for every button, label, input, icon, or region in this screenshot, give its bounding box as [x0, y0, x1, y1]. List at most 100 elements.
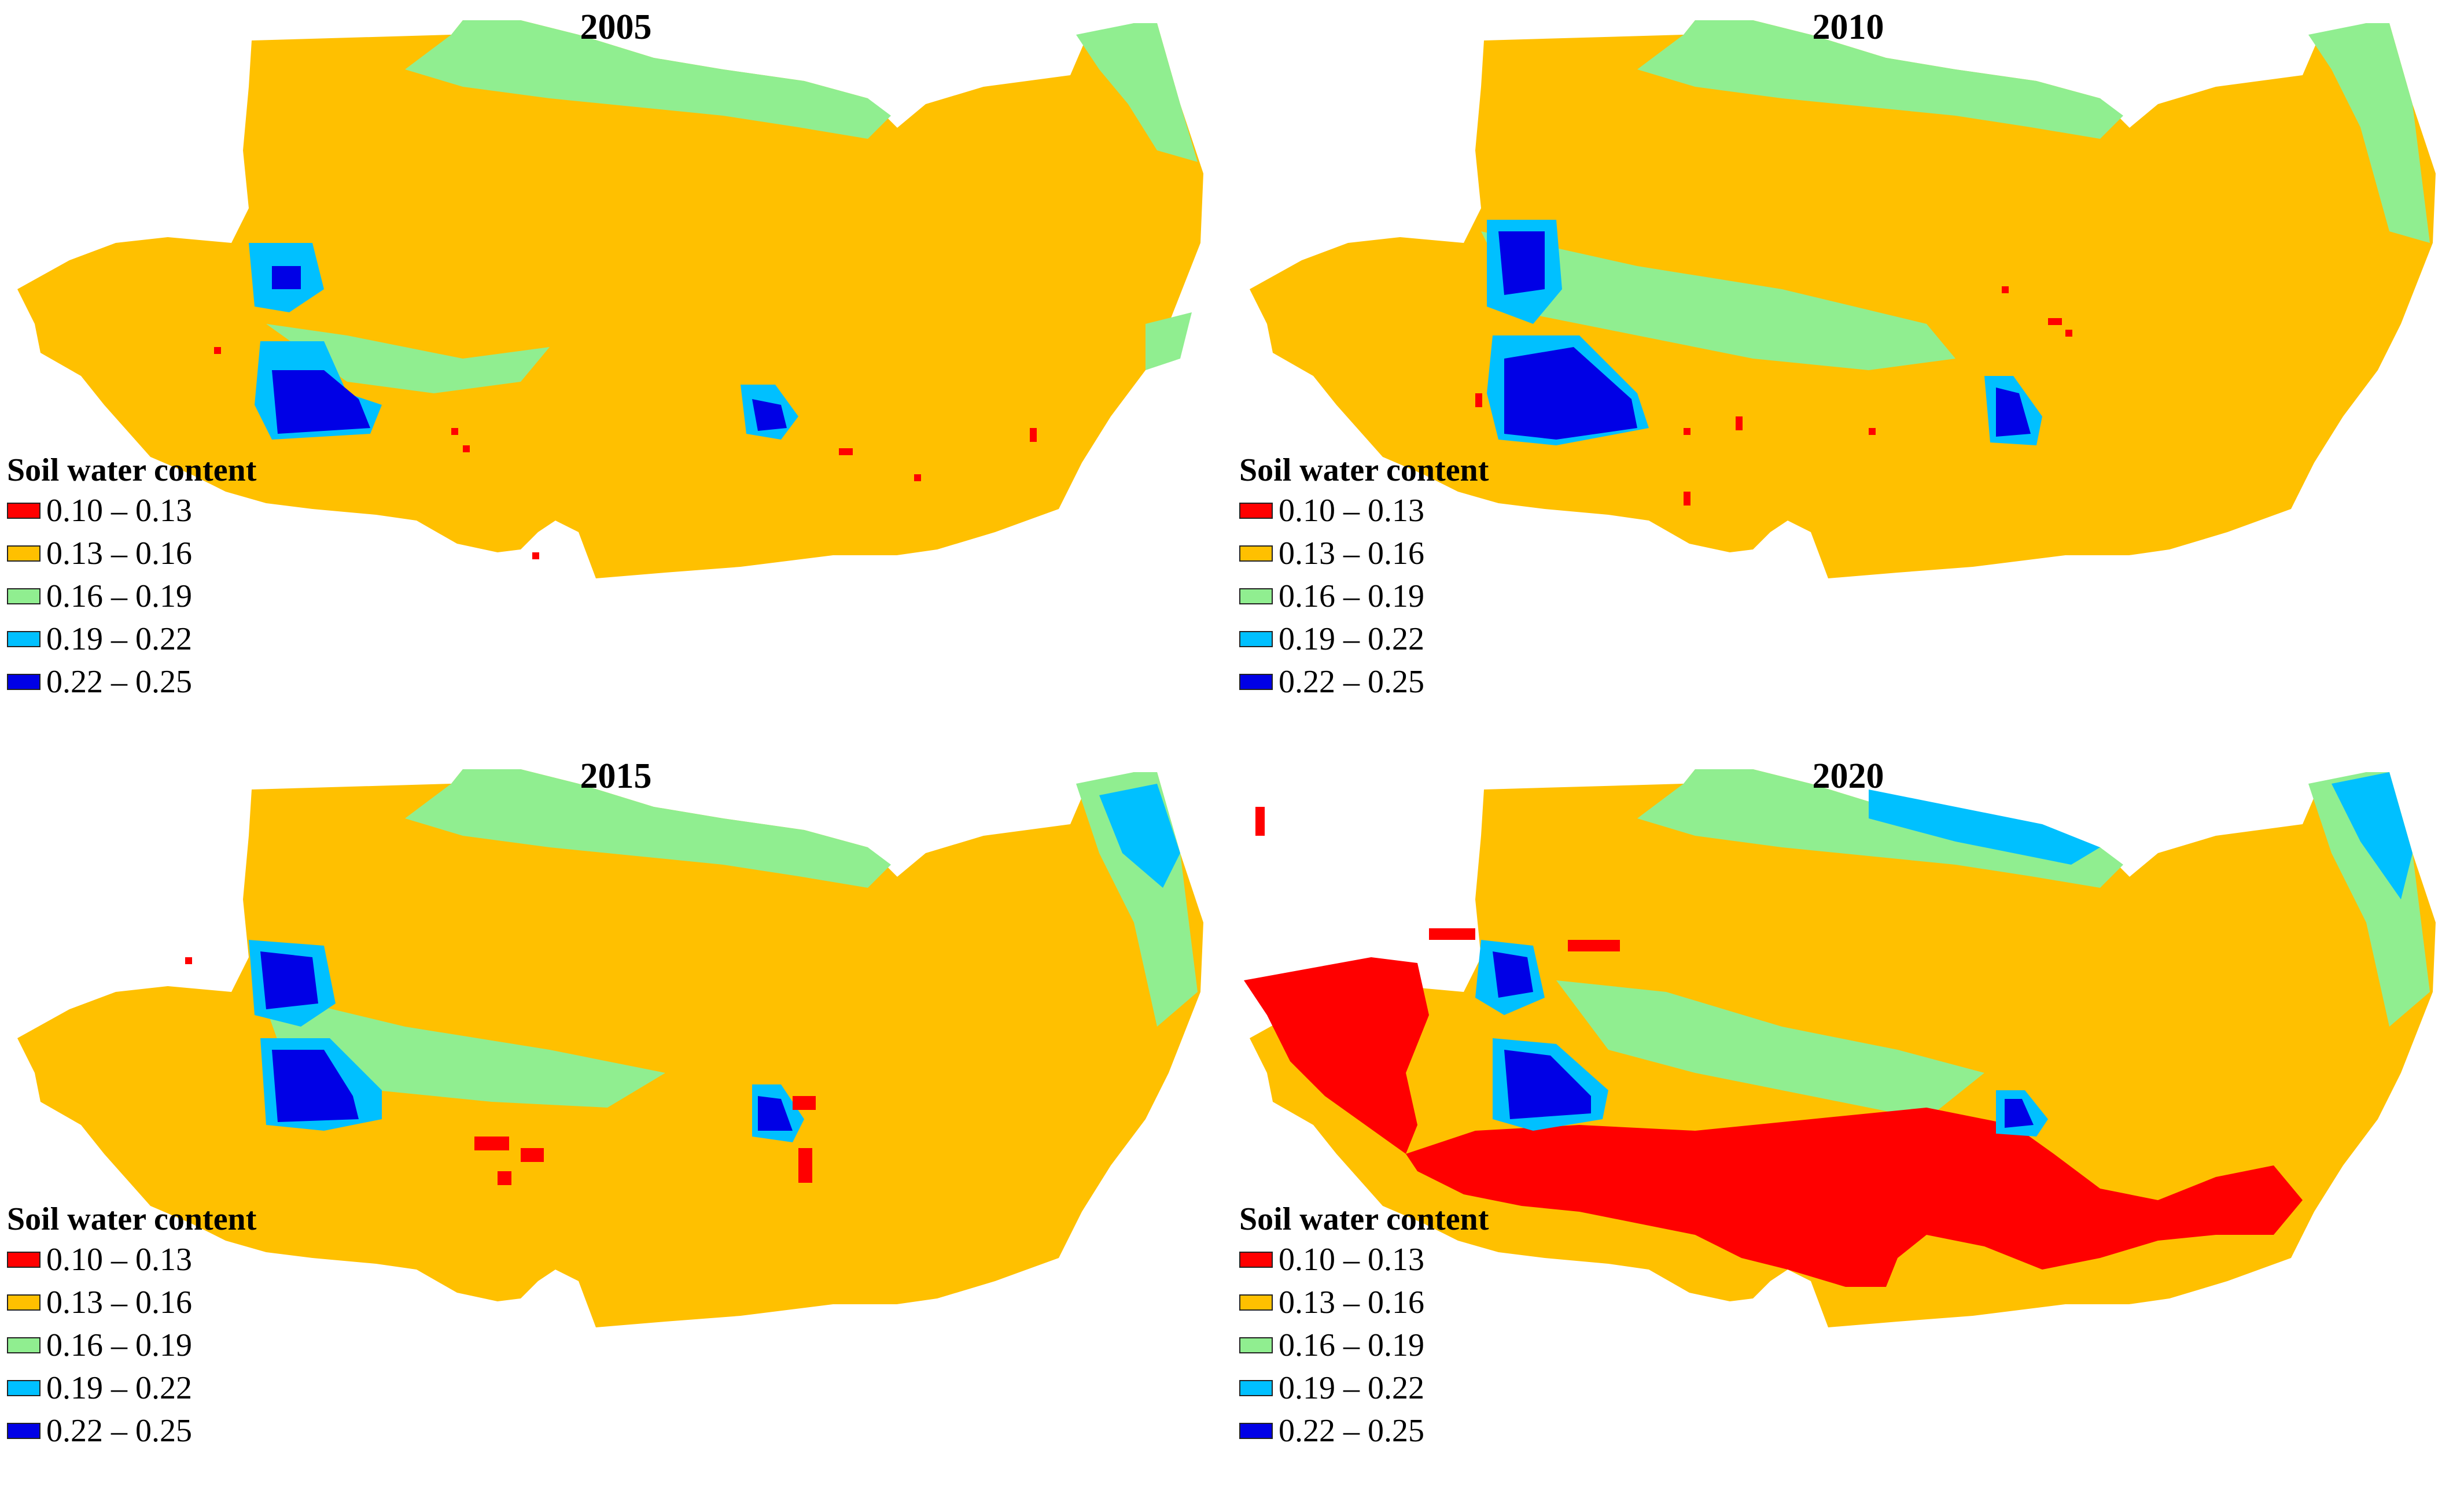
legend-label: 0.16 – 0.19 — [1279, 1327, 1424, 1363]
dry-pixel — [839, 448, 853, 455]
legend-item: 0.22 – 0.25 — [1239, 1410, 1489, 1452]
dry-pixel — [2065, 330, 2072, 337]
wet-zone-c-core — [758, 1096, 793, 1131]
dry-zone-west — [1244, 957, 1429, 1154]
legend-item: 0.16 – 0.19 — [7, 1324, 256, 1367]
legend-label: 0.10 – 0.13 — [46, 1242, 192, 1278]
north-moist-band — [1637, 20, 2123, 139]
legend-swatch — [1239, 1423, 1273, 1439]
legend-label: 0.16 – 0.19 — [1279, 578, 1424, 614]
wet-zone-b-core — [272, 1050, 359, 1122]
legend-item: 0.19 – 0.22 — [1239, 1367, 1489, 1410]
dry-cluster — [798, 1148, 812, 1183]
north-moist-band — [405, 769, 891, 888]
dry-pixel — [1684, 428, 1690, 435]
panel-year-label: 2015 — [580, 757, 652, 796]
legend-swatch — [1239, 503, 1273, 519]
central-moist-band — [1556, 980, 1984, 1119]
soil-water-map — [17, 769, 1203, 1327]
legend-title: Soil water content — [7, 1201, 257, 1237]
legend-swatch — [1239, 1337, 1273, 1353]
wet-zone-a-core — [260, 951, 318, 1009]
legend-item: 0.19 – 0.22 — [7, 1367, 256, 1410]
wet-core-b — [272, 370, 370, 434]
legend-label: 0.10 – 0.13 — [1279, 1242, 1424, 1278]
legend: Soil water content 0.10 – 0.13 0.13 – 0.… — [7, 451, 256, 703]
dry-pixel — [1030, 428, 1037, 442]
legend-swatch — [1239, 1252, 1273, 1268]
legend-item: 0.16 – 0.19 — [1239, 1324, 1489, 1367]
dry-cluster — [498, 1171, 511, 1185]
legend-item: 0.10 – 0.13 — [7, 489, 256, 532]
legend-label: 0.22 – 0.25 — [46, 1413, 192, 1449]
map-panel-2005: 2005 Soil water content 0.10 – 0.13 0.13… — [0, 0, 1232, 749]
map-panel-2015: 2015 Soil water content 0.10 – 0.13 0.13… — [0, 749, 1232, 1498]
legend-item: 0.13 – 0.16 — [7, 532, 256, 575]
legend-item: 0.10 – 0.13 — [1239, 489, 1489, 532]
dry-pixel — [532, 552, 539, 559]
wet-core-a — [272, 266, 301, 289]
dry-pixel — [2002, 286, 2009, 293]
central-moist-band — [1481, 231, 1955, 370]
dry-pixel — [451, 428, 458, 435]
panel-year-label: 2020 — [1812, 757, 1884, 796]
legend-item: 0.10 – 0.13 — [1239, 1238, 1489, 1281]
dry-zone-south — [1406, 1108, 2303, 1287]
northeast-moist-band — [2308, 23, 2430, 243]
legend-swatch — [1239, 545, 1273, 562]
legend-swatch — [7, 1423, 40, 1439]
dry-cluster — [521, 1148, 544, 1162]
legend-label: 0.13 – 0.16 — [46, 536, 192, 571]
legend-swatch — [7, 545, 40, 562]
dry-pixel — [214, 347, 221, 354]
legend-swatch — [1239, 1380, 1273, 1396]
legend-item: 0.13 – 0.16 — [7, 1281, 256, 1324]
wet-zone-b-core — [1504, 1050, 1591, 1119]
legend-label: 0.19 – 0.22 — [1279, 621, 1424, 657]
wet-core-b — [1504, 347, 1637, 440]
legend: Soil water content 0.10 – 0.13 0.13 – 0.… — [7, 1200, 256, 1452]
dry-pixel — [1869, 428, 1876, 435]
legend-item: 0.19 – 0.22 — [1239, 618, 1489, 661]
legend-swatch — [7, 631, 40, 647]
legend-label: 0.13 – 0.16 — [46, 1285, 192, 1320]
legend-item: 0.19 – 0.22 — [7, 618, 256, 661]
legend-swatch — [1239, 631, 1273, 647]
wet-core-c — [1996, 388, 2031, 437]
wet-zone-a-core — [1493, 951, 1533, 998]
dry-pixel — [1429, 928, 1475, 940]
legend-item: 0.22 – 0.25 — [1239, 661, 1489, 703]
dry-cluster — [793, 1096, 816, 1110]
legend-swatch — [7, 674, 40, 690]
east-moist-patch — [1146, 312, 1192, 370]
north-moist-band — [405, 20, 891, 139]
legend-label: 0.13 – 0.16 — [1279, 1285, 1424, 1320]
map-panel-2010: 2010 Soil water content 0.10 – 0.13 0.13… — [1232, 0, 2464, 749]
legend-item: 0.16 – 0.19 — [7, 575, 256, 618]
north-wet-strip — [1869, 789, 2100, 865]
wet-core-a — [1498, 231, 1545, 295]
legend-item: 0.10 – 0.13 — [7, 1238, 256, 1281]
dry-pixel — [1568, 940, 1620, 951]
legend-swatch — [1239, 588, 1273, 604]
legend-item: 0.13 – 0.16 — [1239, 1281, 1489, 1324]
legend-swatch — [7, 588, 40, 604]
legend-swatch — [1239, 674, 1273, 690]
legend-item: 0.13 – 0.16 — [1239, 532, 1489, 575]
legend-label: 0.19 – 0.22 — [1279, 1370, 1424, 1406]
legend-label: 0.10 – 0.13 — [1279, 493, 1424, 529]
region-base-shape — [17, 769, 1203, 1327]
legend-label: 0.19 – 0.22 — [46, 621, 192, 657]
dry-pixel — [1475, 393, 1482, 407]
dry-pixel — [2048, 318, 2062, 325]
legend-label: 0.16 – 0.19 — [46, 1327, 192, 1363]
legend-title: Soil water content — [1239, 452, 1489, 488]
region-base-shape — [17, 20, 1203, 578]
map-panel-2020: 2020 Soil water content 0.10 – 0.13 0.13… — [1232, 749, 2464, 1498]
dry-pixel — [1255, 807, 1265, 836]
legend-swatch — [1239, 1294, 1273, 1311]
legend-label: 0.16 – 0.19 — [46, 578, 192, 614]
legend-item: 0.22 – 0.25 — [7, 661, 256, 703]
legend-title: Soil water content — [1239, 1201, 1489, 1237]
northeast-wet-patch — [2332, 772, 2413, 899]
